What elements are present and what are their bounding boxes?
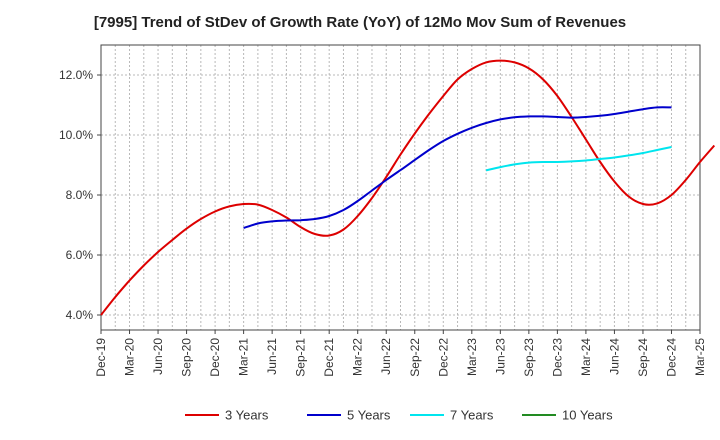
- chart-title: [7995] Trend of StDev of Growth Rate (Yo…: [93, 14, 627, 31]
- x-tick-label: Mar-21: [237, 338, 251, 376]
- x-tick-label: Sep-22: [408, 338, 422, 377]
- y-tick-label: 8.0%: [66, 188, 94, 202]
- x-tick-label: Dec-20: [208, 338, 222, 377]
- legend-label-3-years: 3 Years: [225, 408, 269, 423]
- y-tick-label: 6.0%: [66, 248, 94, 262]
- x-tick-label: Dec-21: [322, 338, 336, 377]
- x-tick-label: Sep-24: [636, 338, 650, 377]
- plot-border: [100, 44, 701, 331]
- x-tick-label: Jun-24: [607, 338, 621, 375]
- x-tick-label: Jun-23: [493, 338, 507, 375]
- x-tick-label: Sep-21: [294, 338, 308, 377]
- plot-area: [101, 45, 700, 330]
- x-tick-label: Dec-19: [94, 338, 108, 377]
- y-tick-label: 10.0%: [59, 128, 93, 142]
- x-tick-label: Sep-20: [180, 338, 194, 377]
- x-tick-label: Mar-20: [123, 338, 137, 376]
- x-tick-label: Dec-24: [664, 338, 678, 377]
- series-line-5-years: [243, 106, 672, 229]
- legend-label-10-years: 10 Years: [562, 408, 613, 423]
- x-tick-label: Mar-23: [465, 338, 479, 376]
- series-line-7-years: [485, 146, 672, 172]
- x-tick-label: Sep-23: [522, 338, 536, 377]
- legend-label-5-years: 5 Years: [347, 408, 391, 423]
- legend-label-7-years: 7 Years: [450, 408, 494, 423]
- y-tick-label: 12.0%: [59, 68, 93, 82]
- x-tick-label: Jun-21: [265, 338, 279, 375]
- x-tick-label: Mar-24: [579, 338, 593, 376]
- series-line-3-years: [100, 59, 716, 316]
- x-tick-label: Jun-20: [151, 338, 165, 375]
- x-tick-label: Dec-23: [550, 338, 564, 377]
- x-tick-label: Dec-22: [436, 338, 450, 377]
- y-tick-label: 4.0%: [66, 308, 94, 322]
- x-tick-label: Mar-25: [693, 338, 707, 376]
- x-tick-label: Mar-22: [351, 338, 365, 376]
- x-tick-label: Jun-22: [379, 338, 393, 375]
